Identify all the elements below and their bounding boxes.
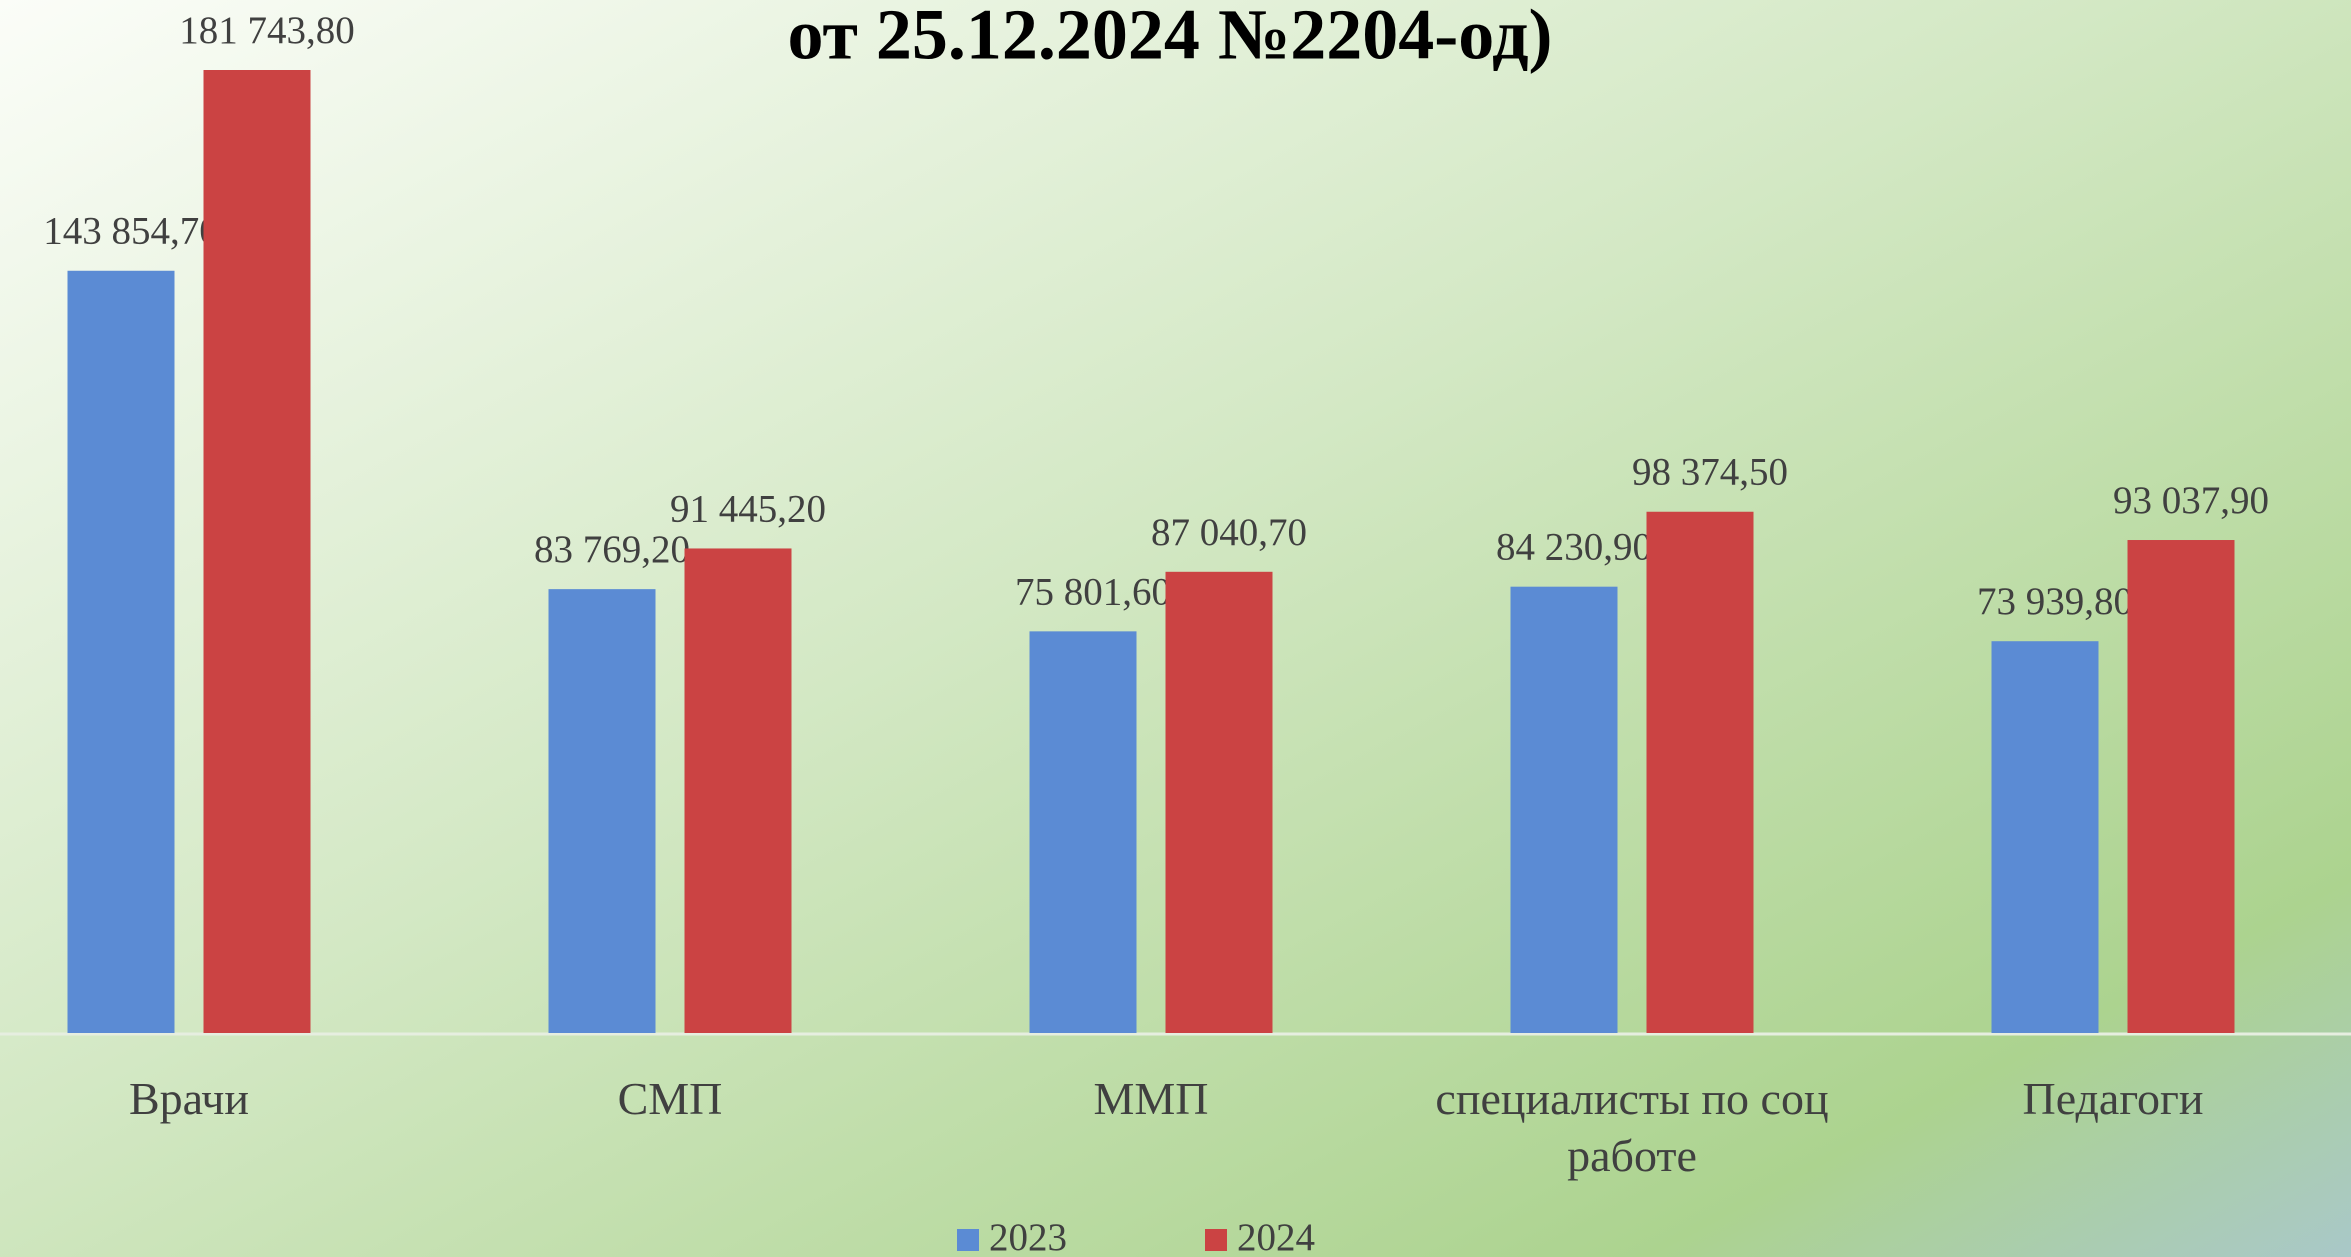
data-label: 87 040,70 (1151, 511, 1307, 554)
x-tick-label-box: Врачи (128, 1073, 249, 1124)
x-tick-label-box: Педагоги (2022, 1073, 2204, 1124)
data-label: 84 230,90 (1496, 526, 1652, 569)
data-label: 75 801,60 (1015, 570, 1171, 613)
data-label: 93 037,90 (2113, 479, 2269, 522)
x-tick-label-box: СМП (617, 1073, 723, 1124)
legend-label: 2024 (1237, 1216, 1315, 1257)
bar (548, 589, 656, 1033)
legend-swatch (957, 1229, 979, 1251)
chart-title: от 25.12.2024 №2204-од) (787, 0, 1552, 75)
data-label: 73 939,80 (1977, 580, 2133, 623)
bar (684, 548, 792, 1033)
bar (1029, 631, 1137, 1033)
bar (1165, 571, 1273, 1033)
data-label: 83 769,20 (534, 528, 690, 571)
legend-swatch (1205, 1229, 1227, 1251)
bar (2127, 540, 2235, 1033)
data-label: 98 374,50 (1632, 451, 1788, 494)
x-tick-label: ММП (1093, 1073, 1209, 1124)
data-label: 143 854,70 (43, 210, 219, 253)
bar (67, 270, 175, 1034)
x-tick-label: Педагоги (2022, 1073, 2204, 1124)
x-tick-label-box: ММП (1093, 1073, 1209, 1124)
bar (1991, 641, 2099, 1033)
data-label: 181 743,80 (179, 9, 355, 52)
x-tick-label: Врачи (128, 1073, 249, 1124)
bar (203, 70, 311, 1033)
x-tick-label-box: специалисты по соц работе (1435, 1073, 1829, 1181)
data-label: 91 445,20 (670, 487, 826, 530)
bar (1510, 586, 1618, 1033)
x-tick-label: СМП (617, 1073, 723, 1124)
legend-label: 2023 (989, 1216, 1067, 1257)
bar (1646, 511, 1754, 1033)
x-tick-label: специалисты по соц работе (1435, 1073, 1829, 1181)
